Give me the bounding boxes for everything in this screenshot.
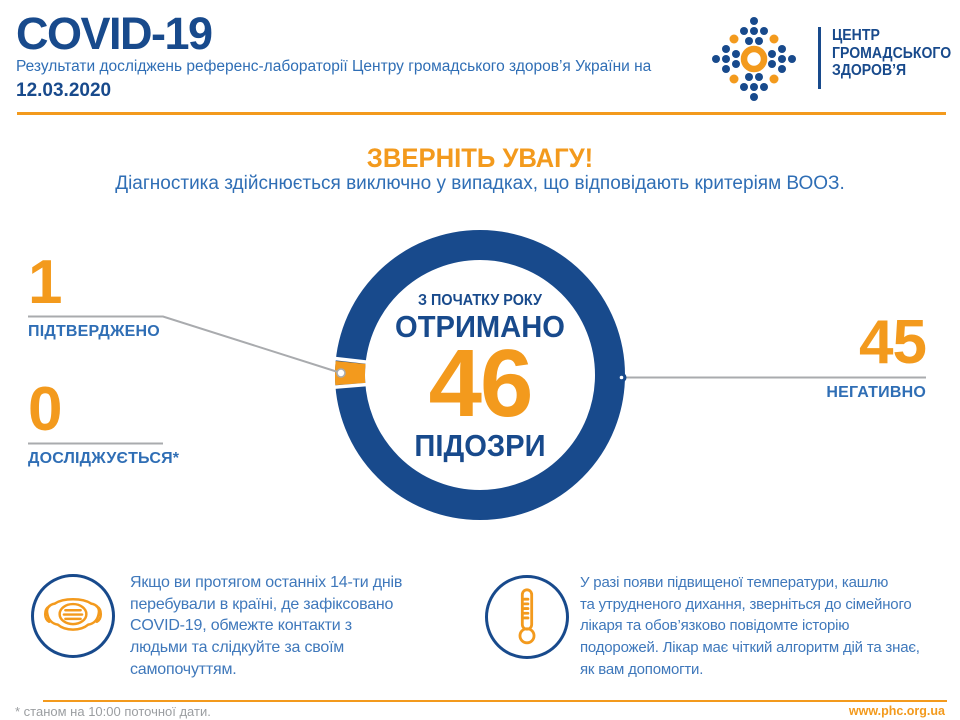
stat-investigated-label: ДОСЛІДЖУЄТЬСЯ* bbox=[28, 450, 180, 467]
stat-confirmed-label: ПІДТВЕРДЖЕНО bbox=[28, 323, 160, 340]
page-title: COVID-19 bbox=[16, 8, 213, 59]
advice-mask-text: Якщо ви протягом останніх 14-ти днів пер… bbox=[130, 574, 403, 678]
thermometer-icon bbox=[518, 588, 536, 645]
page-subtitle: Результати досліджень референс-лаборатор… bbox=[16, 58, 652, 75]
attention-heading: ЗВЕРНІТЬ УВАГУ! bbox=[366, 143, 594, 173]
advice-thermometer-text: У разі появи підвищеної температури, каш… bbox=[580, 574, 920, 678]
logo-separator bbox=[818, 27, 821, 89]
phc-logo bbox=[707, 12, 947, 108]
donut-caption-suspicions: ПІДОЗРИ bbox=[414, 428, 546, 463]
header-divider bbox=[17, 112, 946, 115]
footer-divider bbox=[43, 700, 947, 702]
stat-negative-label: НЕГАТИВНО bbox=[826, 384, 926, 401]
logo-text-line: ГРОМАДСЬКОГО bbox=[832, 44, 952, 62]
stat-negative-value: 45 bbox=[859, 308, 927, 377]
donut-caption-top: З ПОЧАТКУ РОКУ bbox=[417, 292, 543, 309]
footer-note: * станом на 10:00 поточної дати. bbox=[15, 704, 211, 719]
donut-total-value: 46 bbox=[428, 330, 534, 437]
logo-text-line: ЦЕНТР bbox=[832, 27, 880, 44]
donut-caption-received: ОТРИМАНО bbox=[395, 309, 565, 344]
attention-text: Діагностика здійснюється виключно у випа… bbox=[115, 173, 845, 194]
phc-logo-icon bbox=[712, 17, 796, 101]
footer-site-link[interactable]: www.phc.org.ua bbox=[848, 704, 945, 718]
logo-text: ЦЕНТР ГРОМАДСЬКОГО ЗДОРОВ’Я bbox=[832, 27, 951, 80]
report-date: 12.03.2020 bbox=[16, 80, 112, 101]
advice-thermometer-badge bbox=[485, 575, 569, 659]
stat-confirmed-value: 1 bbox=[28, 248, 62, 317]
logo-text-line: ЗДОРОВ’Я bbox=[832, 62, 907, 79]
advice-mask-badge bbox=[31, 574, 115, 658]
mask-icon bbox=[43, 598, 103, 631]
stat-investigated-value: 0 bbox=[28, 375, 62, 444]
